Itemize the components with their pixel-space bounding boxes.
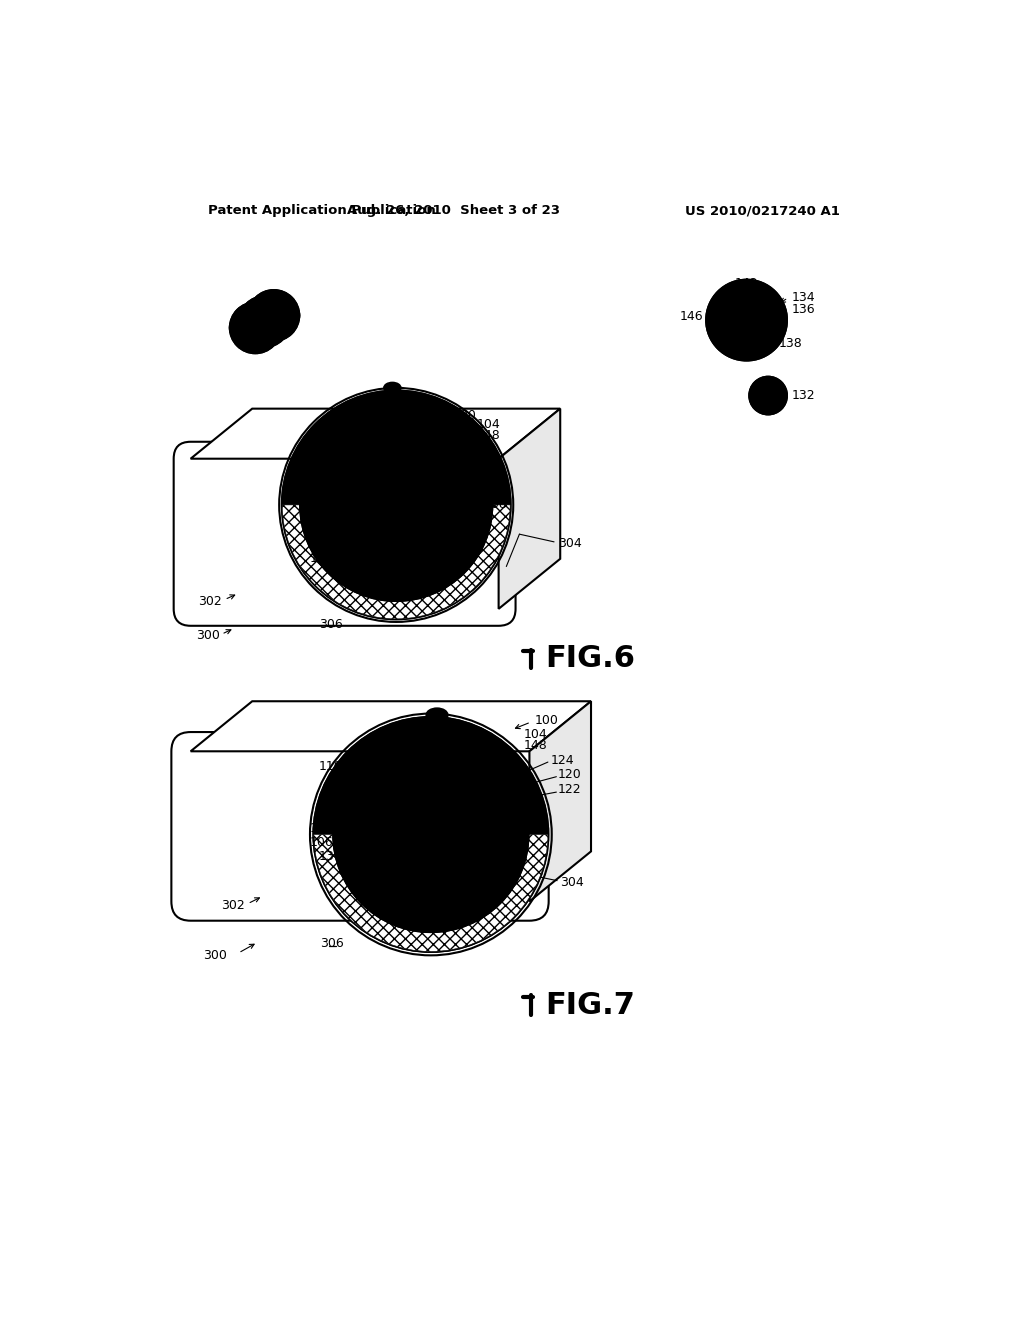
Text: 110: 110 — [318, 760, 342, 774]
Wedge shape — [283, 506, 510, 619]
Text: 302: 302 — [221, 899, 245, 912]
Text: US 2010/0217240 A1: US 2010/0217240 A1 — [684, 205, 840, 218]
Text: 302: 302 — [198, 594, 221, 607]
Circle shape — [283, 391, 510, 619]
Text: 306: 306 — [321, 937, 344, 950]
Circle shape — [741, 314, 757, 330]
Circle shape — [230, 302, 281, 354]
Circle shape — [300, 409, 493, 601]
Text: FIG.7: FIG.7 — [545, 991, 635, 1020]
Text: 132: 132 — [423, 850, 446, 862]
Circle shape — [482, 795, 500, 812]
Circle shape — [750, 378, 786, 414]
Text: 304: 304 — [558, 537, 582, 550]
Ellipse shape — [249, 298, 299, 333]
Ellipse shape — [426, 709, 447, 722]
Circle shape — [313, 422, 479, 589]
Polygon shape — [529, 701, 591, 902]
Circle shape — [730, 304, 764, 337]
Circle shape — [381, 466, 399, 484]
Text: 128: 128 — [352, 517, 377, 529]
Text: 300: 300 — [196, 630, 219, 643]
Text: 136: 136 — [318, 850, 343, 862]
Text: 126: 126 — [425, 521, 449, 535]
Circle shape — [373, 776, 488, 892]
Circle shape — [436, 494, 452, 508]
Text: Aug. 26, 2010  Sheet 3 of 23: Aug. 26, 2010 Sheet 3 of 23 — [347, 205, 560, 218]
Text: 102: 102 — [403, 875, 427, 888]
Text: 122: 122 — [478, 465, 502, 478]
Text: 134: 134 — [309, 822, 334, 834]
Text: 106: 106 — [327, 541, 350, 554]
Circle shape — [249, 290, 299, 341]
Circle shape — [758, 385, 778, 405]
Circle shape — [313, 718, 548, 952]
Text: 122: 122 — [558, 783, 582, 796]
Text: 120: 120 — [477, 453, 501, 465]
Text: FIG.6: FIG.6 — [545, 644, 635, 673]
Text: 108: 108 — [483, 499, 507, 511]
Text: 304: 304 — [560, 875, 584, 888]
Text: 106: 106 — [309, 836, 334, 849]
Text: 110: 110 — [313, 471, 337, 484]
Circle shape — [482, 818, 500, 836]
Circle shape — [707, 280, 786, 360]
Circle shape — [333, 737, 528, 932]
Text: 138: 138 — [779, 337, 803, 350]
Circle shape — [379, 546, 400, 568]
Text: 148: 148 — [523, 739, 547, 751]
Circle shape — [414, 817, 447, 851]
Text: 130: 130 — [327, 564, 350, 577]
Text: 114: 114 — [244, 319, 267, 333]
FancyBboxPatch shape — [171, 733, 549, 921]
Text: 152: 152 — [388, 582, 412, 594]
Text: 104: 104 — [477, 417, 501, 430]
Text: 104: 104 — [523, 727, 547, 741]
Polygon shape — [499, 409, 560, 609]
Text: 100: 100 — [349, 412, 373, 425]
Text: 134: 134 — [792, 290, 815, 304]
Text: 112: 112 — [364, 499, 387, 511]
Polygon shape — [190, 701, 591, 751]
Text: 120: 120 — [558, 768, 582, 781]
Circle shape — [436, 516, 452, 532]
Text: 400: 400 — [453, 409, 476, 422]
Text: 140: 140 — [370, 582, 393, 594]
Text: 124: 124 — [550, 754, 573, 767]
Ellipse shape — [230, 310, 281, 346]
Text: 100: 100 — [535, 714, 559, 727]
Text: 102: 102 — [309, 552, 334, 565]
Circle shape — [717, 290, 776, 350]
Circle shape — [386, 455, 398, 469]
Text: 132: 132 — [792, 389, 815, 403]
Text: 108: 108 — [497, 870, 520, 883]
Text: 146: 146 — [440, 824, 464, 837]
Text: 148: 148 — [477, 429, 501, 442]
Ellipse shape — [240, 304, 290, 339]
Text: 126: 126 — [488, 851, 512, 865]
Text: 144: 144 — [413, 579, 436, 593]
Wedge shape — [313, 834, 548, 952]
Circle shape — [240, 296, 290, 347]
Text: 114: 114 — [413, 799, 436, 812]
Text: 124: 124 — [462, 444, 485, 455]
Text: 136: 136 — [792, 302, 815, 315]
FancyBboxPatch shape — [174, 442, 515, 626]
Text: 112: 112 — [379, 832, 402, 845]
Polygon shape — [190, 409, 560, 459]
Text: 300: 300 — [204, 949, 227, 962]
Text: Patent Application Publication: Patent Application Publication — [208, 205, 435, 218]
Ellipse shape — [384, 383, 400, 393]
Text: 306: 306 — [318, 618, 343, 631]
Text: 142: 142 — [735, 277, 759, 289]
Ellipse shape — [379, 779, 471, 857]
Circle shape — [345, 748, 517, 921]
Text: 116: 116 — [417, 409, 440, 422]
Text: 146: 146 — [680, 310, 703, 323]
Circle shape — [403, 807, 459, 862]
